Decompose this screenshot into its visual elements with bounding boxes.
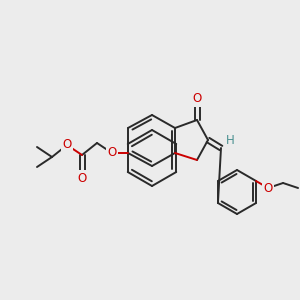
Text: O: O bbox=[77, 172, 87, 184]
Text: O: O bbox=[107, 146, 117, 160]
Text: H: H bbox=[226, 134, 234, 148]
Text: O: O bbox=[263, 182, 273, 194]
Text: O: O bbox=[192, 92, 202, 106]
Text: O: O bbox=[62, 139, 72, 152]
